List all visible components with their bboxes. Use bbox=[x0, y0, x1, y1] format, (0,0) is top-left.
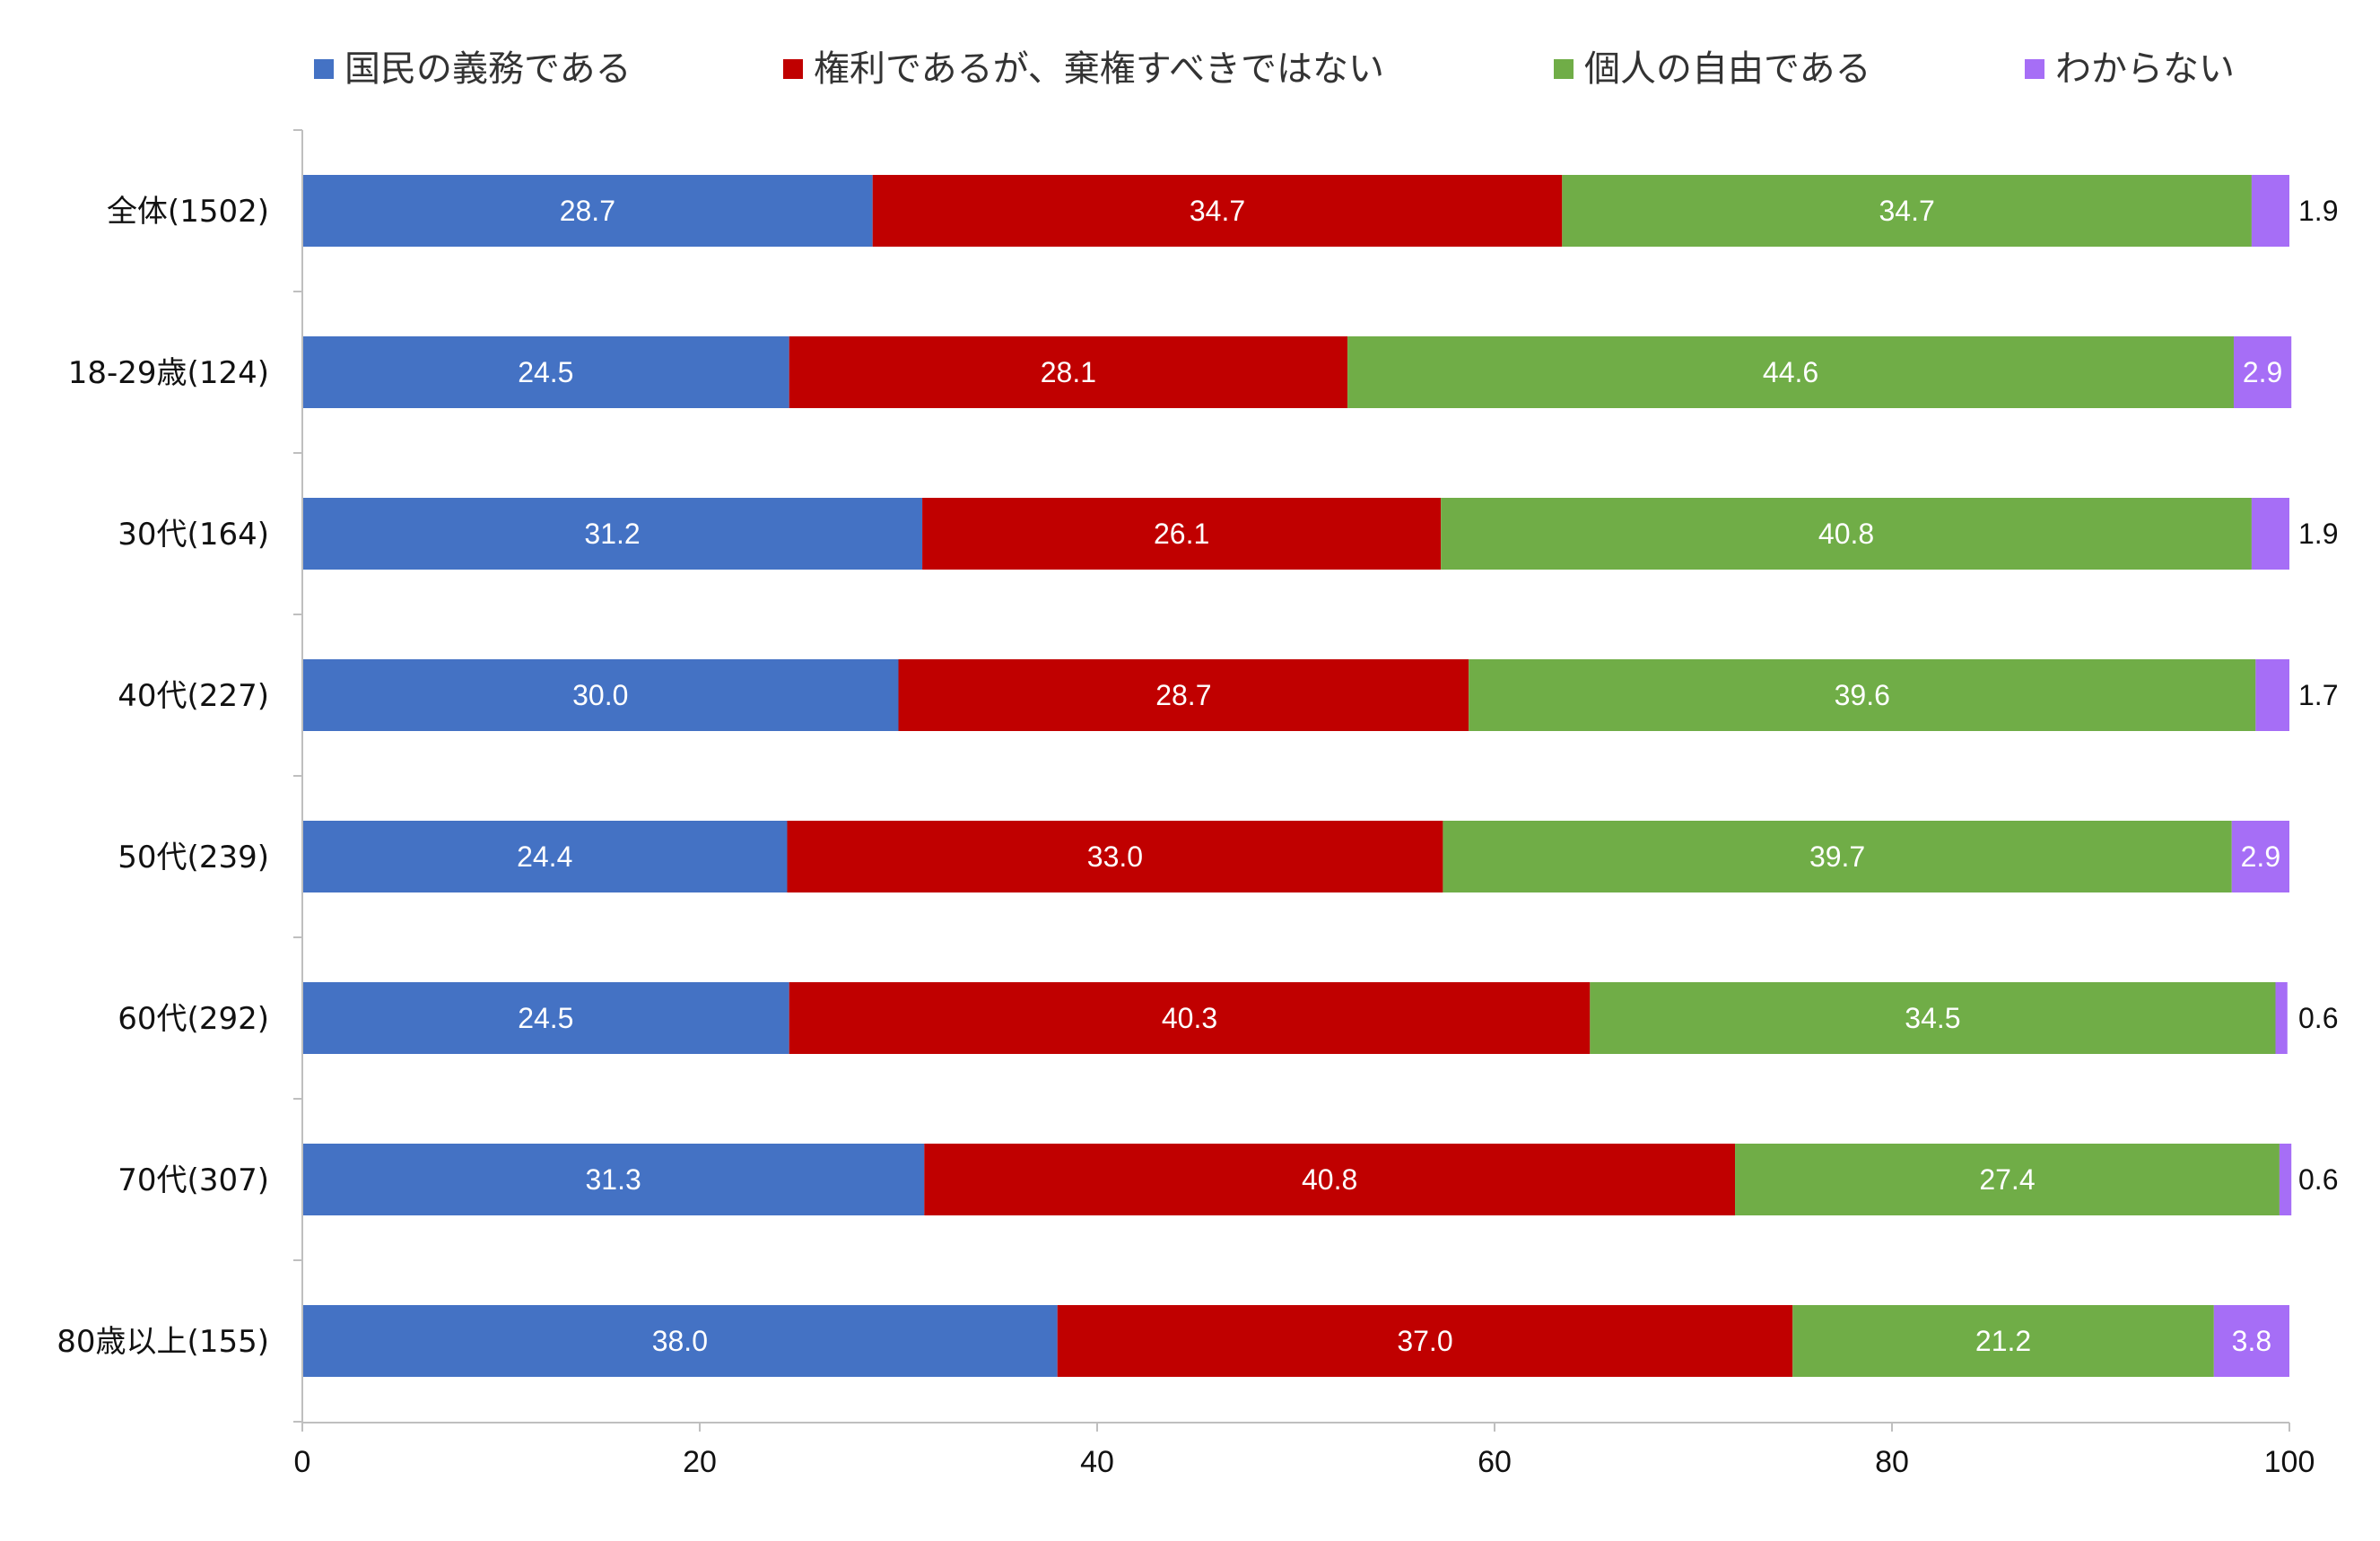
value-label-1-series-1: 28.7 bbox=[560, 195, 615, 227]
x-tick-label-3: 60 bbox=[1478, 1445, 1512, 1479]
bar-4-series-3 bbox=[1469, 659, 2256, 731]
bar-7-series-4 bbox=[2279, 1144, 2292, 1215]
value-label-6-series-3: 34.5 bbox=[1905, 1002, 1960, 1034]
category-label-3: 30代(164) bbox=[118, 517, 269, 553]
bar-3-series-2 bbox=[922, 498, 1442, 570]
value-label-7-series-3: 27.4 bbox=[1979, 1163, 2035, 1196]
value-label-3-series-4: 1.9 bbox=[2298, 518, 2338, 550]
legend-label-1: 国民の義務である bbox=[344, 48, 632, 90]
value-label-5-series-2: 33.0 bbox=[1087, 840, 1143, 873]
value-label-2-series-2: 28.1 bbox=[1041, 356, 1096, 388]
value-label-8-series-3: 21.2 bbox=[1975, 1325, 2031, 1357]
x-tick-label-2: 40 bbox=[1080, 1445, 1114, 1479]
bar-3-series-3 bbox=[1441, 498, 2252, 570]
bar-4-series-4 bbox=[2255, 659, 2289, 731]
value-label-1-series-3: 34.7 bbox=[1879, 195, 1934, 227]
value-label-1-series-4: 1.9 bbox=[2298, 195, 2338, 227]
value-label-2-series-1: 24.5 bbox=[518, 356, 573, 388]
value-label-7-series-2: 40.8 bbox=[1302, 1163, 1357, 1196]
legend-label-3: 個人の自由である bbox=[1584, 48, 1871, 90]
x-tick-label-4: 80 bbox=[1875, 1445, 1909, 1479]
value-label-3-series-2: 26.1 bbox=[1154, 518, 1209, 550]
legend: 国民の義務である 権利であるが、棄権すべきではない 個人の自由である わからない bbox=[314, 48, 2235, 90]
bar-3-series-4 bbox=[2251, 498, 2289, 570]
value-label-7-series-1: 31.3 bbox=[586, 1163, 641, 1196]
value-label-7-series-4: 0.6 bbox=[2298, 1163, 2338, 1196]
category-label-5: 50代(239) bbox=[118, 840, 269, 875]
bar-1-series-2 bbox=[872, 175, 1563, 247]
legend-swatch-4 bbox=[2025, 59, 2044, 79]
category-label-2: 18-29歳(124) bbox=[68, 355, 269, 391]
legend-label-4: わからない bbox=[2055, 48, 2235, 90]
bar-6-series-1 bbox=[302, 982, 789, 1054]
category-label-7: 70代(307) bbox=[118, 1162, 269, 1198]
bar-1-series-4 bbox=[2251, 175, 2289, 247]
value-label-3-series-3: 40.8 bbox=[1818, 518, 1874, 550]
bar-5-series-1 bbox=[302, 821, 788, 892]
x-tick-label-0: 0 bbox=[294, 1445, 311, 1479]
x-tick-label-5: 100 bbox=[2264, 1445, 2315, 1479]
value-label-5-series-3: 39.7 bbox=[1809, 840, 1865, 873]
bar-4-series-1 bbox=[302, 659, 899, 731]
value-label-6-series-1: 24.5 bbox=[518, 1002, 573, 1034]
legend-label-2: 権利であるが、棄権すべきではない bbox=[814, 48, 1384, 90]
legend-swatch-2 bbox=[783, 59, 803, 79]
bar-6-series-3 bbox=[1590, 982, 2276, 1054]
bar-8-series-1 bbox=[302, 1305, 1058, 1377]
bar-3-series-1 bbox=[302, 498, 923, 570]
value-label-5-series-4: 2.9 bbox=[2241, 840, 2280, 873]
value-label-6-series-4: 0.6 bbox=[2298, 1002, 2338, 1034]
value-label-4-series-1: 30.0 bbox=[572, 679, 628, 711]
bar-7-series-2 bbox=[924, 1144, 1736, 1215]
bar-2-series-4 bbox=[2233, 336, 2292, 408]
value-label-3-series-1: 31.2 bbox=[584, 518, 640, 550]
value-label-2-series-4: 2.9 bbox=[2243, 356, 2282, 388]
value-label-2-series-3: 44.6 bbox=[1763, 356, 1818, 388]
value-label-4-series-2: 28.7 bbox=[1155, 679, 1211, 711]
bar-8-series-3 bbox=[1792, 1305, 2214, 1377]
value-label-8-series-2: 37.0 bbox=[1397, 1325, 1452, 1357]
bar-1-series-3 bbox=[1562, 175, 2252, 247]
bar-8-series-2 bbox=[1057, 1305, 1793, 1377]
bar-6-series-4 bbox=[2275, 982, 2288, 1054]
bar-1-series-1 bbox=[302, 175, 873, 247]
bar-6-series-2 bbox=[789, 982, 1591, 1054]
value-label-8-series-1: 38.0 bbox=[652, 1325, 708, 1357]
bar-7-series-3 bbox=[1735, 1144, 2280, 1215]
value-label-4-series-4: 1.7 bbox=[2298, 679, 2338, 711]
axes: 0 20 40 60 80 100 bbox=[293, 129, 2315, 1479]
bar-5-series-4 bbox=[2231, 821, 2289, 892]
legend-swatch-3 bbox=[1554, 59, 1574, 79]
bar-7-series-1 bbox=[302, 1144, 925, 1215]
bar-5-series-2 bbox=[787, 821, 1443, 892]
bar-5-series-3 bbox=[1443, 821, 2232, 892]
bar-2-series-1 bbox=[302, 336, 789, 408]
bar-2-series-2 bbox=[789, 336, 1348, 408]
value-label-6-series-2: 40.3 bbox=[1162, 1002, 1217, 1034]
bar-8-series-4 bbox=[2213, 1305, 2289, 1377]
bar-2-series-3 bbox=[1347, 336, 2234, 408]
plot-area: 28.7 34.7 34.7 1.9 全体(1502) 24.5 28.1 44.6 2.9 18… bbox=[57, 175, 2338, 1377]
legend-swatch-1 bbox=[314, 59, 334, 79]
x-tick-label-1: 20 bbox=[683, 1445, 717, 1479]
bar-4-series-2 bbox=[898, 659, 1469, 731]
category-label-1: 全体(1502) bbox=[107, 194, 269, 230]
value-label-4-series-3: 39.6 bbox=[1835, 679, 1890, 711]
value-label-5-series-1: 24.4 bbox=[517, 840, 572, 873]
value-label-1-series-2: 34.7 bbox=[1190, 195, 1245, 227]
category-label-8: 80歳以上(155) bbox=[57, 1324, 269, 1360]
category-label-4: 40代(227) bbox=[118, 678, 269, 714]
category-label-6: 60代(292) bbox=[118, 1001, 269, 1037]
value-label-8-series-4: 3.8 bbox=[2232, 1325, 2271, 1357]
